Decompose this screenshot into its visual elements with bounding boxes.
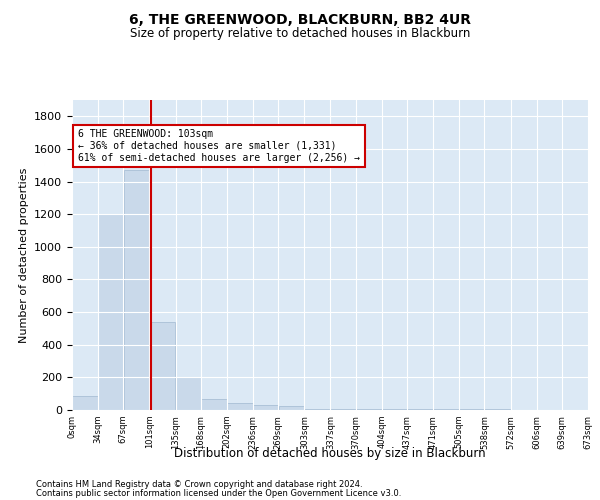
Bar xyxy=(433,409,459,410)
Bar xyxy=(278,406,304,410)
Bar xyxy=(356,408,382,410)
Text: Size of property relative to detached houses in Blackburn: Size of property relative to detached ho… xyxy=(130,28,470,40)
Text: Distribution of detached houses by size in Blackburn: Distribution of detached houses by size … xyxy=(174,448,486,460)
Bar xyxy=(72,396,98,410)
Bar xyxy=(382,408,407,410)
Bar xyxy=(98,214,123,410)
Bar xyxy=(227,402,253,410)
Bar xyxy=(407,409,433,410)
Y-axis label: Number of detached properties: Number of detached properties xyxy=(19,168,29,342)
Text: Contains HM Land Registry data © Crown copyright and database right 2024.: Contains HM Land Registry data © Crown c… xyxy=(36,480,362,489)
Text: Contains public sector information licensed under the Open Government Licence v3: Contains public sector information licen… xyxy=(36,489,401,498)
Bar xyxy=(485,409,511,410)
Bar xyxy=(305,408,330,410)
Bar xyxy=(201,400,227,410)
Bar xyxy=(176,376,200,410)
Bar xyxy=(331,408,355,410)
Text: 6 THE GREENWOOD: 103sqm
← 36% of detached houses are smaller (1,331)
61% of semi: 6 THE GREENWOOD: 103sqm ← 36% of detache… xyxy=(78,130,360,162)
Bar xyxy=(460,409,484,410)
Bar xyxy=(253,405,278,410)
Bar xyxy=(124,170,149,410)
Text: 6, THE GREENWOOD, BLACKBURN, BB2 4UR: 6, THE GREENWOOD, BLACKBURN, BB2 4UR xyxy=(129,12,471,26)
Bar xyxy=(149,322,175,410)
